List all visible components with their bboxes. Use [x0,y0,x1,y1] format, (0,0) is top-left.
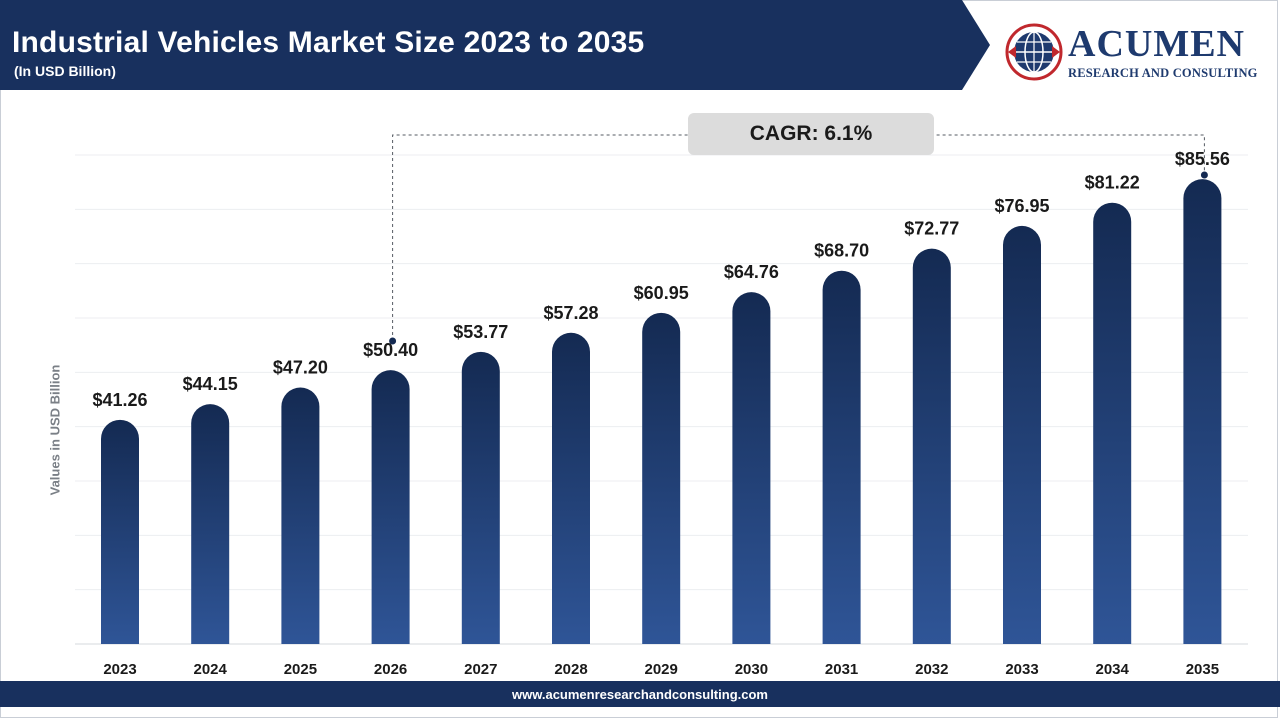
bar-2034 [1093,202,1132,645]
x-tick-2026: 2026 [374,661,407,678]
chart-subtitle: (In USD Billion) [14,63,116,79]
cagr-end-dot [1200,171,1208,179]
cagr-connector-line [392,134,1205,341]
x-tick-2032: 2032 [915,661,948,678]
bar-2024 [191,404,230,644]
logo-name: ACUMEN [1068,23,1245,65]
x-tick-2035: 2035 [1186,661,1219,678]
x-tick-2031: 2031 [825,661,858,678]
value-label-2029: $60.95 [634,283,689,303]
x-tick-2034: 2034 [1096,661,1130,678]
header-background [0,0,990,90]
bar-2023 [101,419,139,644]
value-label-2025: $47.20 [273,358,328,378]
x-tick-2024: 2024 [194,661,228,678]
y-axis-label: Values in USD Billion [47,364,63,496]
value-label-2027: $53.77 [453,322,508,342]
x-tick-2030: 2030 [735,661,768,678]
bar-2028 [552,332,590,644]
value-label-2023: $41.26 [92,390,147,410]
x-tick-2028: 2028 [554,661,587,678]
footer-url: www.acumenresearchandconsulting.com [512,686,768,702]
bars [101,179,1222,645]
x-tick-2029: 2029 [645,661,678,678]
bar-2035 [1183,179,1222,644]
bar-2032 [912,248,951,645]
bar-2027 [461,351,500,644]
x-tick-2033: 2033 [1005,661,1038,678]
cagr-label: CAGR: 6.1% [749,122,873,145]
value-labels: $41.26 $44.15 $47.20 $50.40 $53.77 $57.28 $60.… [92,149,1229,410]
cagr-connector [389,134,1208,345]
bar-2031 [822,270,861,644]
value-label-2028: $57.28 [543,303,598,323]
value-label-2024: $44.15 [183,374,238,394]
globe-icon [1005,23,1063,81]
x-tick-2025: 2025 [284,661,317,678]
value-label-2031: $68.70 [814,241,869,261]
value-label-2030: $64.76 [724,262,779,282]
x-tick-2023: 2023 [103,661,136,678]
cagr-badge: CAGR: 6.1% [688,113,934,155]
value-label-2033: $76.95 [994,196,1049,216]
bar-2029 [642,312,681,644]
company-logo: ACUMEN RESEARCH AND CONSULTING [1004,22,1264,84]
cagr-start-dot [389,337,397,345]
footer-bar: www.acumenresearchandconsulting.com [0,681,1280,707]
chart-title: Industrial Vehicles Market Size 2023 to … [12,26,645,59]
value-label-2032: $72.77 [904,219,959,239]
logo-tagline: RESEARCH AND CONSULTING [1068,66,1258,80]
x-tick-labels: 2023 2024 2025 2026 2027 2028 2029 2030 2031 2032… [103,661,1219,678]
bar-2026 [371,370,410,644]
x-tick-2027: 2027 [464,661,497,678]
value-label-2026: $50.40 [363,340,418,360]
bar-2030 [732,292,771,644]
bar-2025 [281,387,320,644]
value-label-2034: $81.22 [1085,173,1140,193]
bar-2033 [1003,225,1041,644]
header-band: Industrial Vehicles Market Size 2023 to … [0,0,1280,90]
value-label-2035: $85.56 [1175,149,1230,169]
